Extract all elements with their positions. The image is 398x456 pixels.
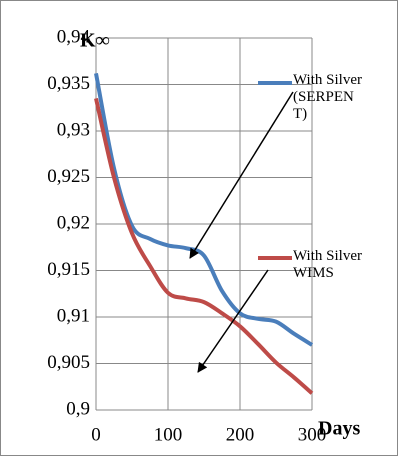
x-tick-label: 300: [298, 424, 327, 445]
legend-label: With Silver WIMS: [293, 248, 362, 281]
x-axis-label: Days: [318, 418, 360, 440]
y-tick-label: 0,91: [57, 305, 90, 326]
y-tick-label: 0,905: [47, 352, 90, 373]
x-tick-label: 0: [91, 424, 101, 445]
series-line: [94, 98, 314, 395]
legend-text: With Silver WIMS: [293, 248, 362, 281]
y-tick-label: 0,94: [57, 26, 91, 47]
x-tick-label: 200: [226, 424, 255, 445]
y-tick-label: 0,935: [47, 73, 90, 94]
y-axis-label: K∞: [80, 30, 110, 52]
legend-label: With Silver(SERPENT): [293, 72, 362, 122]
arrow: [189, 91, 294, 259]
x-tick-label: 100: [154, 424, 183, 445]
y-tick-label: 0,9: [66, 398, 90, 419]
series-line: [94, 72, 314, 347]
y-tick-label: 0,925: [47, 166, 90, 187]
y-tick-label: 0,92: [57, 212, 90, 233]
y-tick-label: 0,93: [57, 119, 90, 140]
legend-text: With Silver(SERPENT): [293, 72, 362, 122]
arrow: [197, 269, 269, 373]
y-tick-label: 0,915: [47, 259, 90, 280]
